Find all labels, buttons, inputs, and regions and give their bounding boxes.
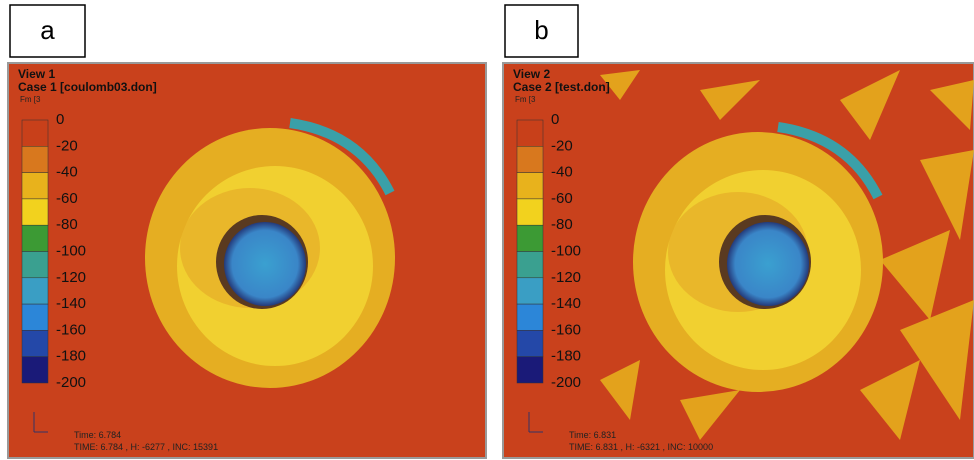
legend-label: -160 <box>56 321 86 338</box>
legend-swatch <box>21 251 49 279</box>
legend-label: 0 <box>551 111 559 128</box>
legend-label: -160 <box>551 321 581 338</box>
mesh-fragment <box>680 390 740 440</box>
mesh-fragment <box>930 80 974 130</box>
legend-swatch <box>21 146 49 173</box>
legend-label: -20 <box>551 137 573 154</box>
legend-label: -140 <box>551 295 581 312</box>
mesh-fragment <box>840 70 900 140</box>
stress-arc <box>777 122 883 200</box>
axis-triad <box>528 412 543 433</box>
legend-title: Fm [3 <box>20 95 41 104</box>
mesh-fragment <box>600 70 640 100</box>
legend-label: -200 <box>56 374 86 391</box>
legend-label: -100 <box>551 242 581 259</box>
case-title: Case 1 [coulomb03.don] <box>18 80 157 94</box>
mesh-fragment <box>700 80 760 120</box>
legend-label: -120 <box>551 269 581 286</box>
label-box <box>504 4 579 58</box>
panel-label: a <box>40 15 55 45</box>
stress-arc <box>289 118 395 196</box>
status-label: TIME: 6.831 , H: -6321 , INC: 10000 <box>569 442 713 452</box>
view-title: View 2 <box>513 67 550 81</box>
legend-title: Fm [3 <box>515 95 536 104</box>
legend-swatch <box>516 146 544 173</box>
legend-swatch <box>21 172 49 200</box>
mesh-fragment <box>900 300 974 420</box>
legend-label: -120 <box>56 269 86 286</box>
hole <box>224 222 306 306</box>
legend-swatch <box>21 303 49 331</box>
legend-label: -100 <box>56 242 86 259</box>
legend-label: -200 <box>551 374 581 391</box>
legend-label: -40 <box>56 164 78 181</box>
legend-label: -180 <box>551 348 581 365</box>
label-box <box>9 4 86 58</box>
legend-swatch <box>516 224 544 252</box>
panel-label: b <box>534 15 548 45</box>
legend-swatch <box>516 251 544 279</box>
legend-swatch <box>516 356 544 384</box>
legend-swatch <box>516 172 544 200</box>
legend-swatch <box>21 224 49 252</box>
legend-label: -180 <box>56 348 86 365</box>
legend-label: -140 <box>56 295 86 312</box>
time-label: Time: 6.784 <box>74 430 121 440</box>
status-label: TIME: 6.784 , H: -6277 , INC: 15391 <box>74 442 218 452</box>
legend-label: -60 <box>551 190 573 207</box>
mesh-fragment <box>880 230 950 320</box>
mesh-fragment <box>920 150 974 240</box>
legend-swatch <box>516 198 544 226</box>
hole <box>727 222 809 306</box>
legend-label: -80 <box>551 216 573 233</box>
legend-label: -40 <box>551 164 573 181</box>
mesh-fragment <box>860 360 920 440</box>
legend-swatch <box>21 330 49 357</box>
axis-triad <box>33 412 48 433</box>
time-label: Time: 6.831 <box>569 430 616 440</box>
legend-label: -20 <box>56 137 78 154</box>
legend-swatch <box>516 277 544 305</box>
legend-swatch <box>516 303 544 331</box>
legend-swatch <box>21 119 49 147</box>
legend-swatch <box>21 356 49 384</box>
legend-swatch <box>21 277 49 305</box>
legend-swatch <box>516 330 544 357</box>
legend-swatch <box>516 119 544 147</box>
legend-swatch <box>21 198 49 226</box>
view-title: View 1 <box>18 67 55 81</box>
mesh-fragment <box>600 360 640 420</box>
case-title: Case 2 [test.don] <box>513 80 610 94</box>
legend-label: 0 <box>56 111 64 128</box>
legend-label: -60 <box>56 190 78 207</box>
legend-label: -80 <box>56 216 78 233</box>
